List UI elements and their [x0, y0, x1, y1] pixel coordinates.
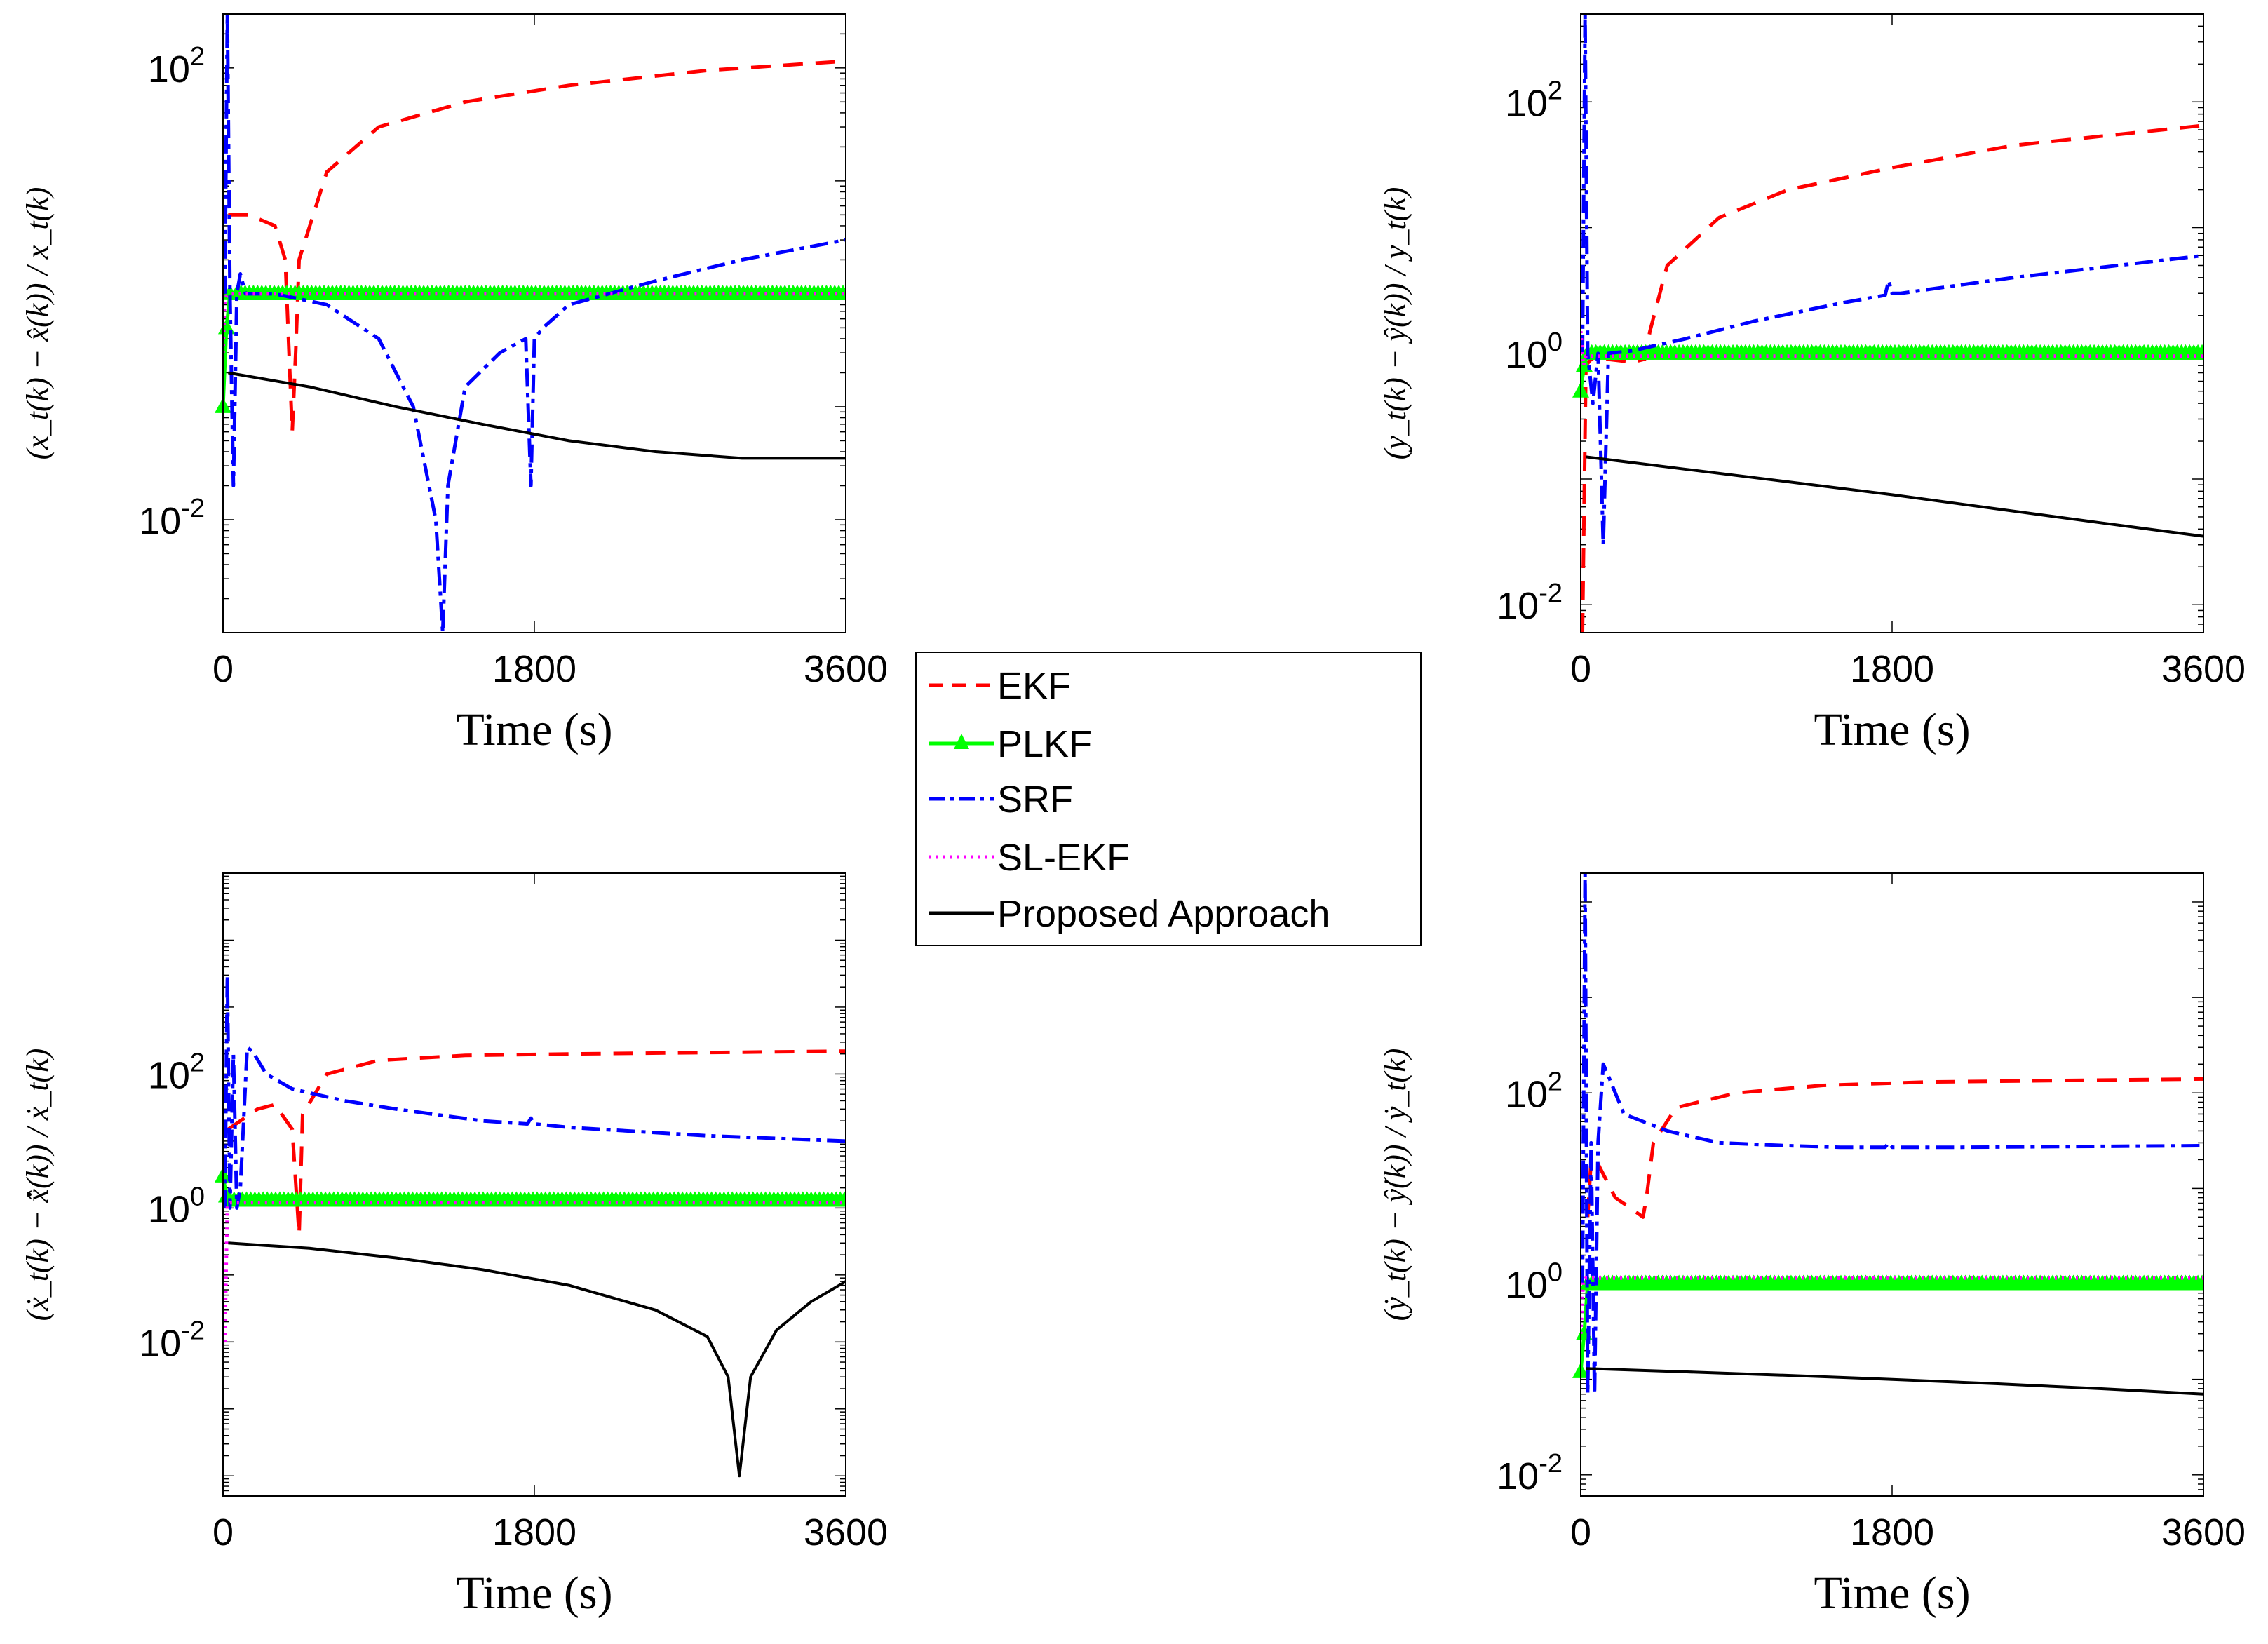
x-tick-label: 1800: [1850, 1511, 1934, 1554]
series-marker-plkf: [836, 1191, 846, 1207]
series-line-proposed-approach: [1586, 455, 2203, 538]
y-tick-label: 102: [1506, 1067, 1562, 1115]
axes-frame: [222, 13, 846, 633]
legend-box: [915, 652, 1422, 946]
legend-label-slekf: SL-EKF: [997, 837, 1130, 879]
series-marker-plkf: [2194, 1274, 2203, 1291]
legend-label-plkf: PLKF: [997, 723, 1092, 765]
series-line-sl-ekf: [223, 292, 846, 353]
chart-3: 0 1800 3600 10-2 100 102 Time (s) (ẋ_t(k) − x̂̇…: [20, 872, 888, 1619]
x-tick-label: 1800: [492, 648, 576, 690]
series-line-sl-ekf: [1581, 1276, 2203, 1334]
y-tick-label: 102: [148, 1048, 205, 1096]
legend-label-srf: SRF: [997, 779, 1073, 821]
series-line-ekf: [1586, 1077, 2203, 1219]
y-tick-label: 10-2: [1497, 579, 1562, 627]
x-tick-label: 3600: [804, 648, 888, 690]
series-line-srf: [223, 973, 846, 1210]
y-tick-label: 100: [1506, 328, 1562, 376]
chart-2: 0 1800 3600 10-2 100 102 Time (s) (y_t(k) − ŷ(k…: [1378, 13, 2246, 755]
y-axis-label: (y_t(k) − ŷ(k)) / y_t(k): [1378, 187, 1412, 460]
series-line-ekf: [228, 59, 846, 434]
x-tick-label: 3600: [804, 1511, 888, 1554]
legend-label-ekf: EKF: [997, 665, 1071, 707]
x-tick-label: 0: [212, 648, 234, 690]
chart-1: 0 1800 3600 10-2 102 Time (s) (x_t(k) − x̂(k))…: [20, 13, 888, 755]
x-tick-label: 1800: [1850, 648, 1934, 690]
x-tick-label: 1800: [492, 1511, 576, 1554]
y-tick-label: 100: [148, 1182, 205, 1230]
y-tick-label: 10-2: [139, 494, 205, 542]
series-line-srf: [1581, 14, 2203, 547]
y-tick-label: 10-2: [139, 1316, 205, 1364]
x-axis-label: Time (s): [1814, 1568, 1970, 1619]
series-line-proposed-approach: [1586, 1367, 2203, 1396]
y-axis-label: (ẏ_t(k) − ŷ̇(k)) / ẏ_t(k): [1378, 1049, 1412, 1321]
legend-label-proposed: Proposed Approach: [997, 893, 1330, 935]
legend-marker-plkf: [954, 734, 969, 749]
y-tick-label: 102: [1506, 76, 1562, 124]
x-tick-label: 0: [1570, 1511, 1591, 1554]
y-tick-label: 102: [148, 42, 205, 90]
y-tick-label: 100: [1506, 1258, 1562, 1307]
axes-frame: [1580, 872, 2204, 1497]
y-tick-label: 10-2: [1497, 1449, 1562, 1497]
series-line-ekf: [227, 1049, 846, 1237]
x-axis-label: Time (s): [456, 704, 612, 755]
legend: EKF PLKF SRF SL-EKF Proposed Approach: [915, 652, 1422, 946]
x-axis-label: Time (s): [1814, 704, 1970, 755]
series-line-sl-ekf: [223, 1201, 846, 1342]
chart-4: 0 1800 3600 10-2 100 102 Time (s) (ẏ_t(k) − ŷ̇(…: [1378, 872, 2246, 1619]
x-tick-label: 0: [212, 1511, 234, 1554]
series-line-plkf: [1581, 1282, 2203, 1373]
series-line-proposed-approach: [228, 1241, 846, 1478]
axes-frame: [1580, 13, 2204, 633]
axes-frame: [222, 872, 846, 1497]
y-axis-label: (x_t(k) − x̂(k)) / x_t(k): [20, 187, 55, 460]
series-marker-plkf: [835, 284, 846, 300]
y-axis-label: (ẋ_t(k) − x̂̇(k)) / ẋ_t(k): [20, 1049, 55, 1321]
series-line-proposed-approach: [228, 371, 846, 460]
series-line-srf: [1581, 873, 2203, 1396]
x-tick-label: 3600: [2161, 648, 2246, 690]
series-marker-plkf: [217, 318, 235, 335]
series-line-srf: [223, 14, 846, 633]
x-axis-label: Time (s): [456, 1568, 612, 1619]
series-line-sl-ekf: [1581, 331, 2203, 368]
x-tick-label: 0: [1570, 648, 1591, 690]
series-line-ekf: [1581, 123, 2203, 633]
x-tick-label: 3600: [2161, 1511, 2246, 1554]
